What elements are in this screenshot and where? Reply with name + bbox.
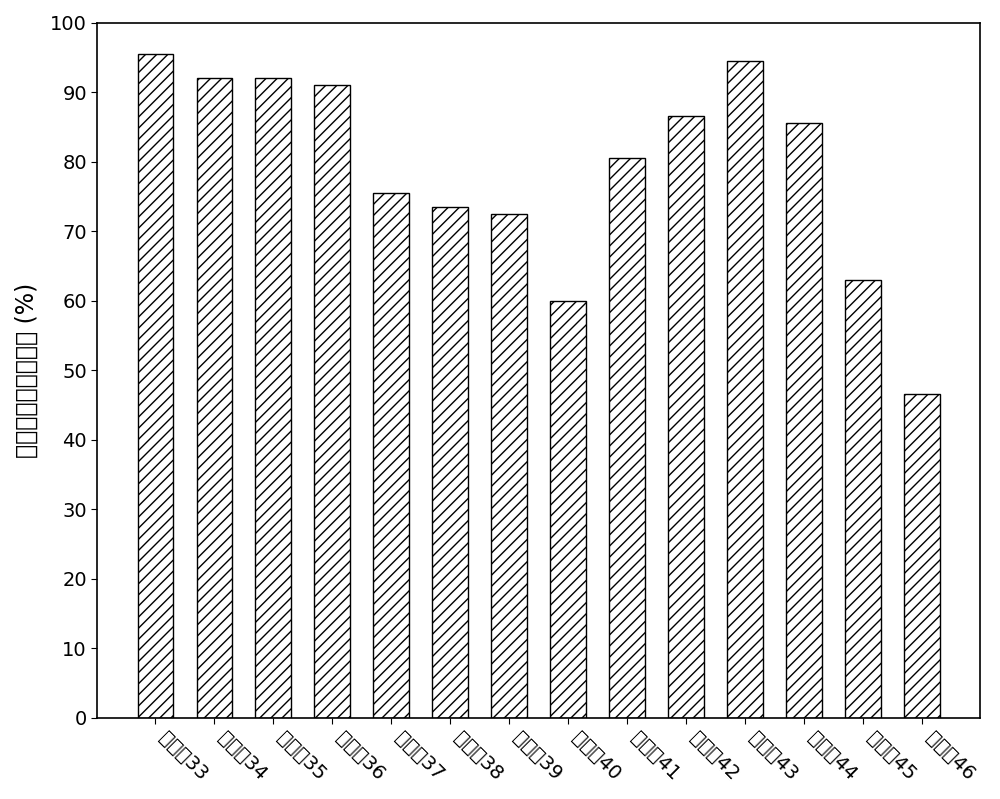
Bar (786, 123, 822, 718)
Bar (314, 85, 350, 718)
Bar (432, 207, 468, 718)
Bar (197, 78, 232, 718)
Bar (138, 54, 173, 718)
Bar (609, 158, 645, 718)
Bar (491, 213, 527, 718)
Bar (845, 280, 881, 718)
Bar (904, 395, 940, 718)
Bar (668, 117, 704, 718)
Bar (255, 78, 291, 718)
Bar (727, 61, 763, 718)
Y-axis label: 一氧化碳法拉第效率 (%): 一氧化碳法拉第效率 (%) (15, 282, 39, 458)
Bar (550, 300, 586, 718)
Bar (373, 193, 409, 718)
